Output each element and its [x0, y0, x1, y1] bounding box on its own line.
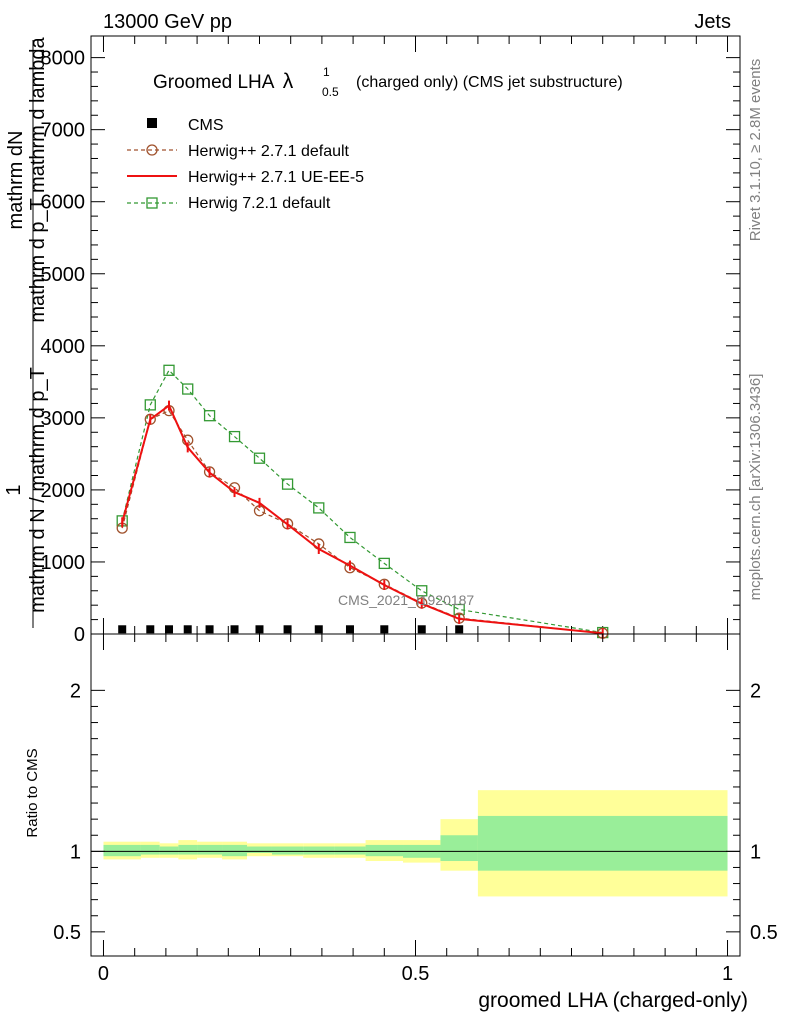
rivet-label: Rivet 3.1.10, ≥ 2.8M events — [747, 59, 764, 242]
ratio-y-ticks: 0.5 0.5 1 1 2 2 — [53, 680, 778, 944]
ratio-band-green — [159, 846, 179, 855]
series-cms — [118, 625, 464, 634]
ratio-band-green — [334, 846, 366, 855]
ratio-band-green — [365, 844, 404, 857]
x-ticks: 0 0.5 1 — [98, 634, 733, 985]
title-sub: 0.5 — [322, 85, 339, 99]
main-ytick-label: 2000 — [41, 480, 86, 502]
ratio-band-green — [303, 846, 335, 855]
main-ytick-label: 4000 — [41, 336, 86, 358]
data-point — [380, 625, 389, 634]
mcplots-label: mcplots.cern.ch [arXiv:1306.3436] — [747, 374, 764, 601]
data-point — [313, 502, 325, 514]
data-point — [163, 364, 175, 376]
ratio-ytick-label: 2 — [70, 680, 81, 702]
ratio-ytick-label-right: 1 — [750, 841, 761, 863]
data-point — [205, 625, 214, 634]
data-point — [146, 625, 155, 634]
data-point — [144, 399, 156, 411]
data-point — [203, 410, 216, 422]
data-point — [455, 625, 464, 634]
series-line — [121, 404, 603, 635]
data-point — [182, 383, 194, 395]
legend-label-cms: CMS — [188, 117, 224, 134]
ratio-band-green — [440, 835, 478, 862]
legend: CMS Herwig++ 2.7.1 default Herwig++ 2.7.… — [127, 117, 364, 212]
main-ylabel: mathrm dN mathrm d p_T mathrm d lambda 1… — [3, 36, 49, 628]
ylabel-top: mathrm dN — [5, 131, 27, 230]
ratio-band-green — [178, 844, 198, 855]
main-ytick-label: 1000 — [41, 552, 86, 574]
ratio-ytick-label: 0.5 — [53, 922, 81, 944]
title-lambda: λ — [283, 70, 294, 93]
data-point — [228, 430, 241, 443]
main-ytick-label: 7000 — [41, 120, 86, 142]
title-sup: 1 — [323, 65, 330, 79]
ylabel-bottom: mathrm d N / mathrm d p_T — [27, 367, 49, 613]
ratio-bands — [91, 790, 740, 897]
data-point — [118, 625, 127, 634]
ratio-ylabel: Ratio to CMS — [24, 748, 41, 837]
ratio-ytick-label-right: 0.5 — [750, 922, 778, 944]
series-line — [121, 369, 603, 634]
data-point — [378, 557, 390, 570]
data-point — [230, 625, 239, 634]
xtick-label: 1 — [722, 963, 733, 985]
legend-marker-cms — [147, 118, 157, 128]
x-axis-label: groomed LHA (charged-only) — [478, 989, 748, 1012]
ratio-band-green — [103, 844, 141, 857]
main-ytick-label: 6000 — [41, 192, 86, 214]
legend-label-herwig-ueee5: Herwig++ 2.7.1 UE-EE-5 — [188, 169, 364, 186]
xtick-label: 0.5 — [402, 963, 430, 985]
ratio-band-green — [477, 815, 728, 871]
ratio-band-green — [271, 846, 304, 855]
ratio-band-green — [197, 844, 223, 855]
title-rest: (charged only) (CMS jet substructure) — [356, 74, 623, 91]
header-left: 13000 GeV pp — [103, 11, 232, 33]
data-point — [281, 478, 294, 490]
ratio-ytick-label-right: 2 — [750, 680, 761, 702]
main-ytick-label: 5000 — [41, 264, 86, 286]
main-ytick-label: 3000 — [41, 408, 86, 430]
data-point — [416, 585, 428, 597]
data-point — [283, 625, 292, 634]
title-main: Groomed LHA — [153, 72, 275, 93]
data-point — [345, 625, 354, 634]
ylabel-one: 1 — [3, 484, 25, 495]
legend-marker-herwig-default — [146, 144, 158, 156]
ratio-band-green — [222, 844, 248, 857]
data-point — [183, 625, 192, 634]
ratio-band-green — [247, 846, 272, 853]
data-point — [314, 625, 323, 634]
data-point — [417, 625, 426, 634]
xtick-label: 0 — [98, 963, 109, 985]
legend-label-herwig-default: Herwig++ 2.7.1 default — [188, 143, 350, 160]
header-right: Jets — [694, 11, 731, 33]
data-point — [255, 625, 264, 634]
ratio-ytick-label: 1 — [70, 841, 81, 863]
main-series — [116, 364, 609, 639]
main-ytick-label: 8000 — [41, 48, 86, 70]
main-ytick-label: 0 — [74, 624, 85, 646]
plot-title: Groomed LHA λ — [153, 70, 294, 93]
legend-label-herwig7: Herwig 7.2.1 default — [188, 195, 331, 212]
data-point — [253, 452, 266, 464]
main-y-ticks: 0 1000 2000 3000 4000 5000 6000 7000 8000 — [41, 36, 740, 646]
data-point — [165, 625, 174, 634]
legend-marker-herwig7 — [146, 197, 158, 209]
data-point — [344, 531, 356, 544]
ratio-band-green — [140, 844, 160, 855]
watermark: CMS_2021_I1920187 — [338, 592, 474, 608]
